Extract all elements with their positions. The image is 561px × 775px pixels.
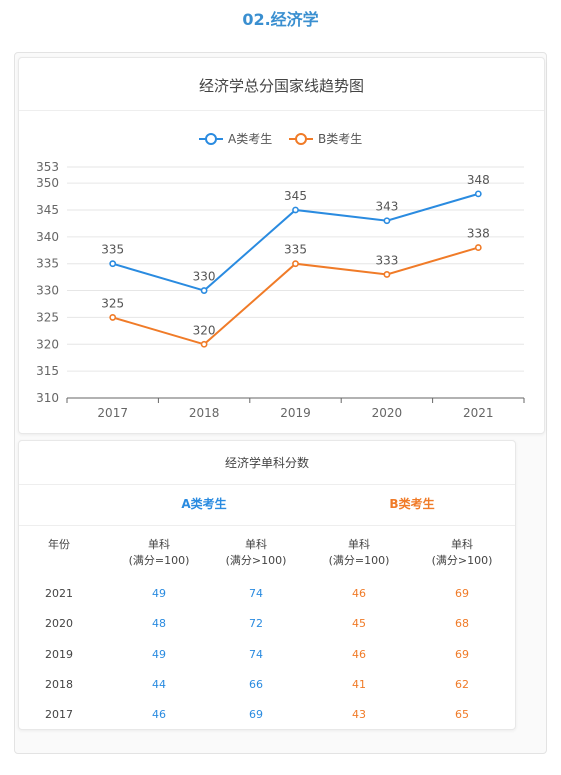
data-label: 325 — [101, 296, 124, 310]
col-header-line: (满分>100) — [431, 554, 493, 567]
table-cell-a-low: 49 — [152, 648, 166, 661]
col-header-line: (满分=100) — [128, 554, 190, 567]
col-header-b-low: 单科 (满分=100) — [314, 537, 404, 569]
col-header-year: 年份 — [48, 538, 70, 551]
col-header-line: 单科 — [348, 538, 370, 551]
table-cell-a-high: 69 — [249, 708, 263, 721]
x-tick-label: 2020 — [372, 406, 403, 420]
y-tick-label: 353 — [36, 160, 59, 174]
col-header-line: 单科 — [148, 538, 170, 551]
table-cell-year: 2018 — [45, 678, 73, 691]
y-tick-label: 330 — [36, 284, 59, 298]
data-point — [200, 287, 208, 294]
table-cell-b-low: 43 — [352, 708, 366, 721]
legend-marker — [295, 133, 307, 145]
table-cell-a-low: 48 — [152, 617, 166, 630]
y-tick-label: 335 — [36, 257, 59, 271]
col-header-a-low: 单科 (满分=100) — [114, 537, 204, 569]
table-cell-b-low: 46 — [352, 648, 366, 661]
score-table-card: 经济学单科分数 A类考生 B类考生 年份 单科 (满分=100) 单科 (满分>… — [18, 440, 516, 730]
table-cell-a-low: 49 — [152, 587, 166, 600]
group-b-header: B类考生 — [389, 497, 435, 511]
table-cell-b-high: 69 — [455, 648, 469, 661]
data-label: 320 — [193, 323, 216, 337]
legend-label: B类考生 — [318, 132, 362, 146]
table-cell-b-high: 69 — [455, 587, 469, 600]
table-divider — [19, 484, 515, 485]
table-divider — [19, 525, 515, 526]
table-cell-b-low: 41 — [352, 678, 366, 691]
data-point — [292, 206, 299, 214]
table-cell-year: 2019 — [45, 648, 73, 661]
col-header-line: 单科 — [245, 538, 267, 551]
data-label: 343 — [375, 200, 398, 214]
chart-title: 经济学总分国家线趋势图 — [198, 77, 364, 95]
data-point — [383, 217, 391, 225]
data-point — [109, 260, 117, 268]
line-chart: 353 350 345 340 335 330 325 320 315 310 2017 2018 20… — [36, 132, 525, 420]
legend-marker — [205, 133, 217, 145]
group-a-header: A类考生 — [181, 497, 227, 511]
table-title: 经济学单科分数 — [224, 456, 309, 470]
chart-divider — [19, 110, 544, 111]
data-label: 335 — [284, 243, 307, 257]
table-cell-year: 2017 — [45, 708, 73, 721]
table-cell-a-high: 74 — [249, 587, 263, 600]
data-point — [109, 314, 117, 321]
col-header-line: 单科 — [451, 538, 473, 551]
y-tick-label: 345 — [36, 203, 59, 217]
section-heading: 02.经济学 — [242, 10, 319, 29]
x-tick-label: 2017 — [97, 406, 128, 420]
table-cell-b-high: 65 — [455, 708, 469, 721]
table-cell-a-low: 46 — [152, 708, 166, 721]
data-label: 335 — [101, 243, 124, 257]
table-cell-b-low: 45 — [352, 617, 366, 630]
table-cell-a-high: 66 — [249, 678, 263, 691]
y-tick-label: 350 — [36, 176, 59, 190]
table-cell-year: 2020 — [45, 617, 73, 630]
data-point — [292, 260, 299, 268]
col-header-a-high: 单科 (满分>100) — [211, 537, 301, 569]
data-point — [200, 340, 208, 348]
table-cell-a-high: 74 — [249, 648, 263, 661]
data-label: 345 — [284, 189, 307, 203]
table-cell-b-low: 46 — [352, 587, 366, 600]
y-tick-label: 310 — [36, 391, 59, 405]
y-tick-label: 325 — [36, 310, 59, 324]
legend-label: A类考生 — [228, 132, 272, 146]
data-point — [383, 271, 391, 278]
data-label: 338 — [467, 227, 490, 241]
data-label: 333 — [375, 253, 398, 267]
table-cell-year: 2021 — [45, 587, 73, 600]
y-tick-label: 320 — [36, 337, 59, 351]
col-header-line: (满分=100) — [328, 554, 390, 567]
table-cell-b-high: 62 — [455, 678, 469, 691]
y-tick-label: 340 — [36, 230, 59, 244]
data-point — [474, 244, 482, 251]
x-tick-label: 2018 — [189, 406, 220, 420]
data-label: 348 — [467, 173, 490, 187]
x-tick-label: 2019 — [280, 406, 311, 420]
col-header-b-high: 单科 (满分>100) — [417, 537, 507, 569]
table-cell-a-high: 72 — [249, 617, 263, 630]
chart-card: 经济学总分国家线趋势图 353 350 345 340 335 330 325 320 315 3… — [18, 57, 545, 434]
data-label: 330 — [193, 270, 216, 284]
data-point — [474, 190, 482, 198]
x-tick-label: 2021 — [463, 406, 494, 420]
table-cell-b-high: 68 — [455, 617, 469, 630]
y-tick-label: 315 — [36, 364, 59, 378]
table-cell-a-low: 44 — [152, 678, 166, 691]
col-header-line: (满分>100) — [225, 554, 287, 567]
